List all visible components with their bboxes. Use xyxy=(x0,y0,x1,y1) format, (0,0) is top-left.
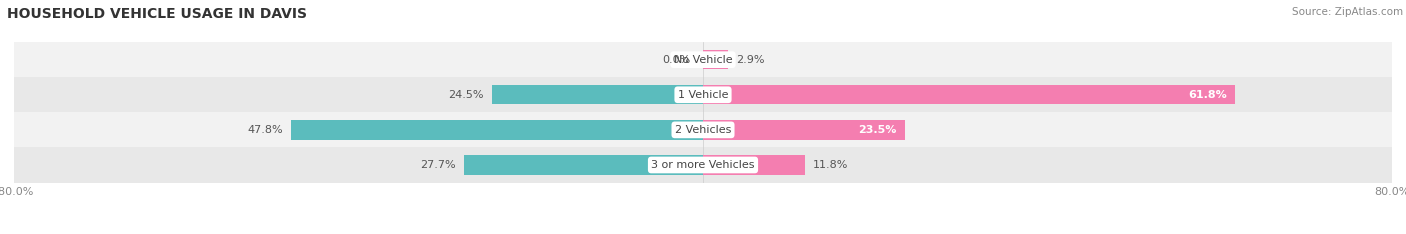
Text: 61.8%: 61.8% xyxy=(1188,90,1226,100)
Text: 23.5%: 23.5% xyxy=(859,125,897,135)
Text: 2 Vehicles: 2 Vehicles xyxy=(675,125,731,135)
Text: Source: ZipAtlas.com: Source: ZipAtlas.com xyxy=(1292,7,1403,17)
Text: 27.7%: 27.7% xyxy=(420,160,456,170)
Legend: Owner-occupied, Renter-occupied: Owner-occupied, Renter-occupied xyxy=(582,231,824,234)
Text: 1 Vehicle: 1 Vehicle xyxy=(678,90,728,100)
Bar xyxy=(703,155,804,175)
Bar xyxy=(703,120,905,139)
Text: 3 or more Vehicles: 3 or more Vehicles xyxy=(651,160,755,170)
Bar xyxy=(14,112,1392,147)
Bar xyxy=(703,85,1236,104)
Text: 24.5%: 24.5% xyxy=(449,90,484,100)
Text: 47.8%: 47.8% xyxy=(247,125,283,135)
Bar xyxy=(703,50,728,69)
Text: No Vehicle: No Vehicle xyxy=(673,55,733,65)
Text: 2.9%: 2.9% xyxy=(737,55,765,65)
Bar xyxy=(291,120,703,139)
Text: HOUSEHOLD VEHICLE USAGE IN DAVIS: HOUSEHOLD VEHICLE USAGE IN DAVIS xyxy=(7,7,307,21)
Text: 11.8%: 11.8% xyxy=(813,160,849,170)
Bar xyxy=(14,147,1392,183)
Bar xyxy=(14,42,1392,77)
Bar xyxy=(14,77,1392,112)
Text: 0.0%: 0.0% xyxy=(662,55,690,65)
Bar xyxy=(464,155,703,175)
Bar xyxy=(492,85,703,104)
